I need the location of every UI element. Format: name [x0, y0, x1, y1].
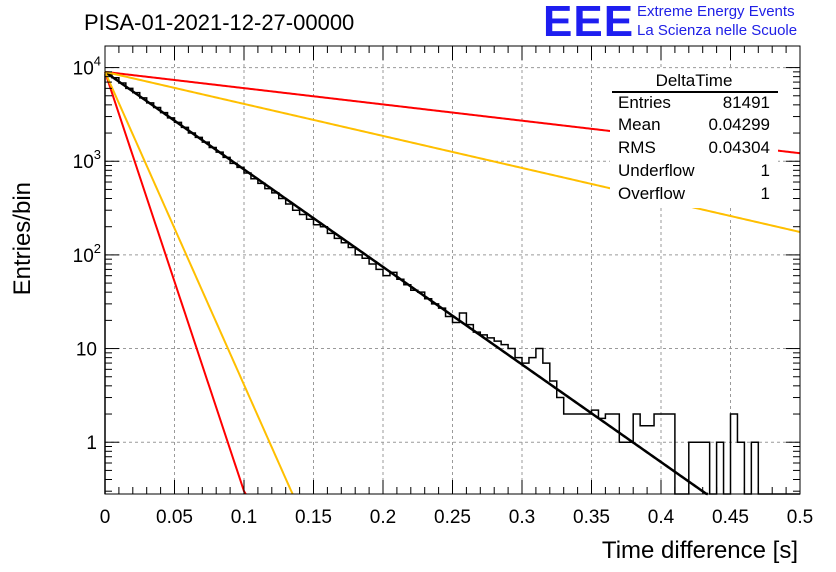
- x-tick-label: 0.4: [648, 507, 675, 528]
- x-tick-label: 0.1: [231, 507, 257, 528]
- stats-value: 0.04304: [708, 138, 770, 157]
- y-tick-label: 1: [86, 433, 97, 454]
- y-tick-label: 104: [73, 54, 101, 80]
- x-axis-ticks: 0 0.05 0.1 0.15 0.2 0.25 0.3 0.35 0.4 0.45 0.5: [100, 46, 813, 528]
- x-tick-label: 0.45: [712, 507, 749, 528]
- x-tick-label: 0.35: [573, 507, 610, 528]
- fit-curve-0: [104, 70, 709, 496]
- y-axis-title: Entries/bin: [9, 182, 36, 295]
- stats-label: Mean: [618, 115, 661, 134]
- stats-row-overflow: Overflow 1: [618, 184, 770, 206]
- stats-label: Overflow: [618, 184, 686, 203]
- y-tick-label: 103: [73, 147, 101, 173]
- stats-value: 1: [760, 184, 770, 203]
- eee-logo: EEE: [543, 0, 635, 46]
- stats-box: DeltaTime Entries 81491 Mean 0.04299 RMS…: [610, 70, 778, 208]
- x-tick-label: 0.2: [370, 507, 396, 528]
- stats-divider: [612, 91, 778, 93]
- x-tick-label: 0.5: [787, 507, 813, 528]
- stats-label: RMS: [618, 138, 656, 157]
- y-tick-label: 102: [73, 241, 101, 267]
- stats-row-underflow: Underflow 1: [618, 161, 770, 183]
- x-axis-title: Time difference [s]: [602, 537, 798, 564]
- stats-value: 0.04299: [708, 115, 770, 134]
- fit-curve-1: [104, 71, 247, 495]
- y-tick-label: 10: [76, 340, 97, 361]
- stats-label: Entries: [618, 93, 671, 112]
- stats-label: Underflow: [618, 161, 695, 180]
- eee-tagline-1: Extreme Energy Events: [637, 3, 795, 20]
- x-tick-label: 0.3: [509, 507, 535, 528]
- stats-row-entries: Entries 81491: [618, 93, 770, 115]
- fit-curve-2: [104, 71, 294, 495]
- stats-row-mean: Mean 0.04299: [618, 115, 770, 137]
- stats-title: DeltaTime: [655, 71, 733, 90]
- x-tick-label: 0: [100, 507, 111, 528]
- x-tick-label: 0.05: [156, 507, 193, 528]
- stats-value: 1: [760, 161, 770, 180]
- stats-value: 81491: [722, 93, 770, 112]
- x-tick-label: 0.25: [434, 507, 471, 528]
- x-tick-label: 0.15: [295, 507, 332, 528]
- y-axis-ticks: 1 10 102 103 104: [73, 54, 800, 492]
- eee-tagline-2: La Scienza nelle Scuole: [637, 22, 798, 39]
- stats-row-rms: RMS 0.04304: [618, 138, 770, 160]
- plot-title: PISA-01-2021-12-27-00000: [84, 10, 355, 35]
